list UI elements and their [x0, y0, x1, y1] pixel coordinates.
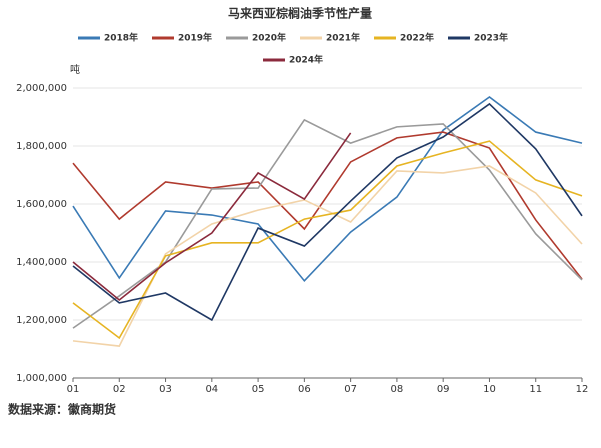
- legend-label: 2019年: [178, 32, 212, 44]
- x-tick-label: 03: [159, 384, 172, 395]
- series-line: [72, 140, 583, 340]
- x-tick-label: 12: [576, 384, 589, 395]
- y-tick-label: 1,200,000: [16, 315, 67, 326]
- x-tick-label: 09: [437, 384, 450, 395]
- x-tick-label: 08: [391, 384, 404, 395]
- x-tick-label: 07: [344, 384, 357, 395]
- x-tick-label: 05: [252, 384, 265, 395]
- legend-label: 2022年: [400, 32, 434, 44]
- x-tick-label: 10: [483, 384, 496, 395]
- y-unit: 吨: [70, 63, 80, 76]
- legend-label: 2021年: [326, 32, 360, 44]
- series-line: [72, 102, 583, 322]
- x-tick-label: 11: [529, 384, 542, 395]
- y-tick-label: 1,600,000: [16, 199, 67, 210]
- x-tick-label: 06: [298, 384, 311, 395]
- y-tick-label: 1,800,000: [16, 141, 67, 152]
- x-tick-label: 01: [67, 384, 80, 395]
- series-line: [72, 95, 583, 283]
- series-line: [72, 131, 583, 280]
- x-tick-label: 04: [205, 384, 218, 395]
- y-tick-label: 1,000,000: [16, 373, 67, 384]
- legend-label: 2020年: [252, 32, 286, 44]
- y-tick-label: 1,400,000: [16, 257, 67, 268]
- legend-label: 2018年: [104, 32, 138, 44]
- y-tick-label: 2,000,000: [16, 83, 67, 94]
- legend-label: 2023年: [474, 32, 508, 44]
- chart-title: 马来西亚棕榈油季节性产量: [228, 6, 372, 21]
- x-tick-label: 02: [113, 384, 126, 395]
- series-line: [72, 132, 352, 302]
- source-note: 数据来源：徽商期货: [8, 402, 116, 417]
- legend-label: 2024年: [289, 54, 323, 66]
